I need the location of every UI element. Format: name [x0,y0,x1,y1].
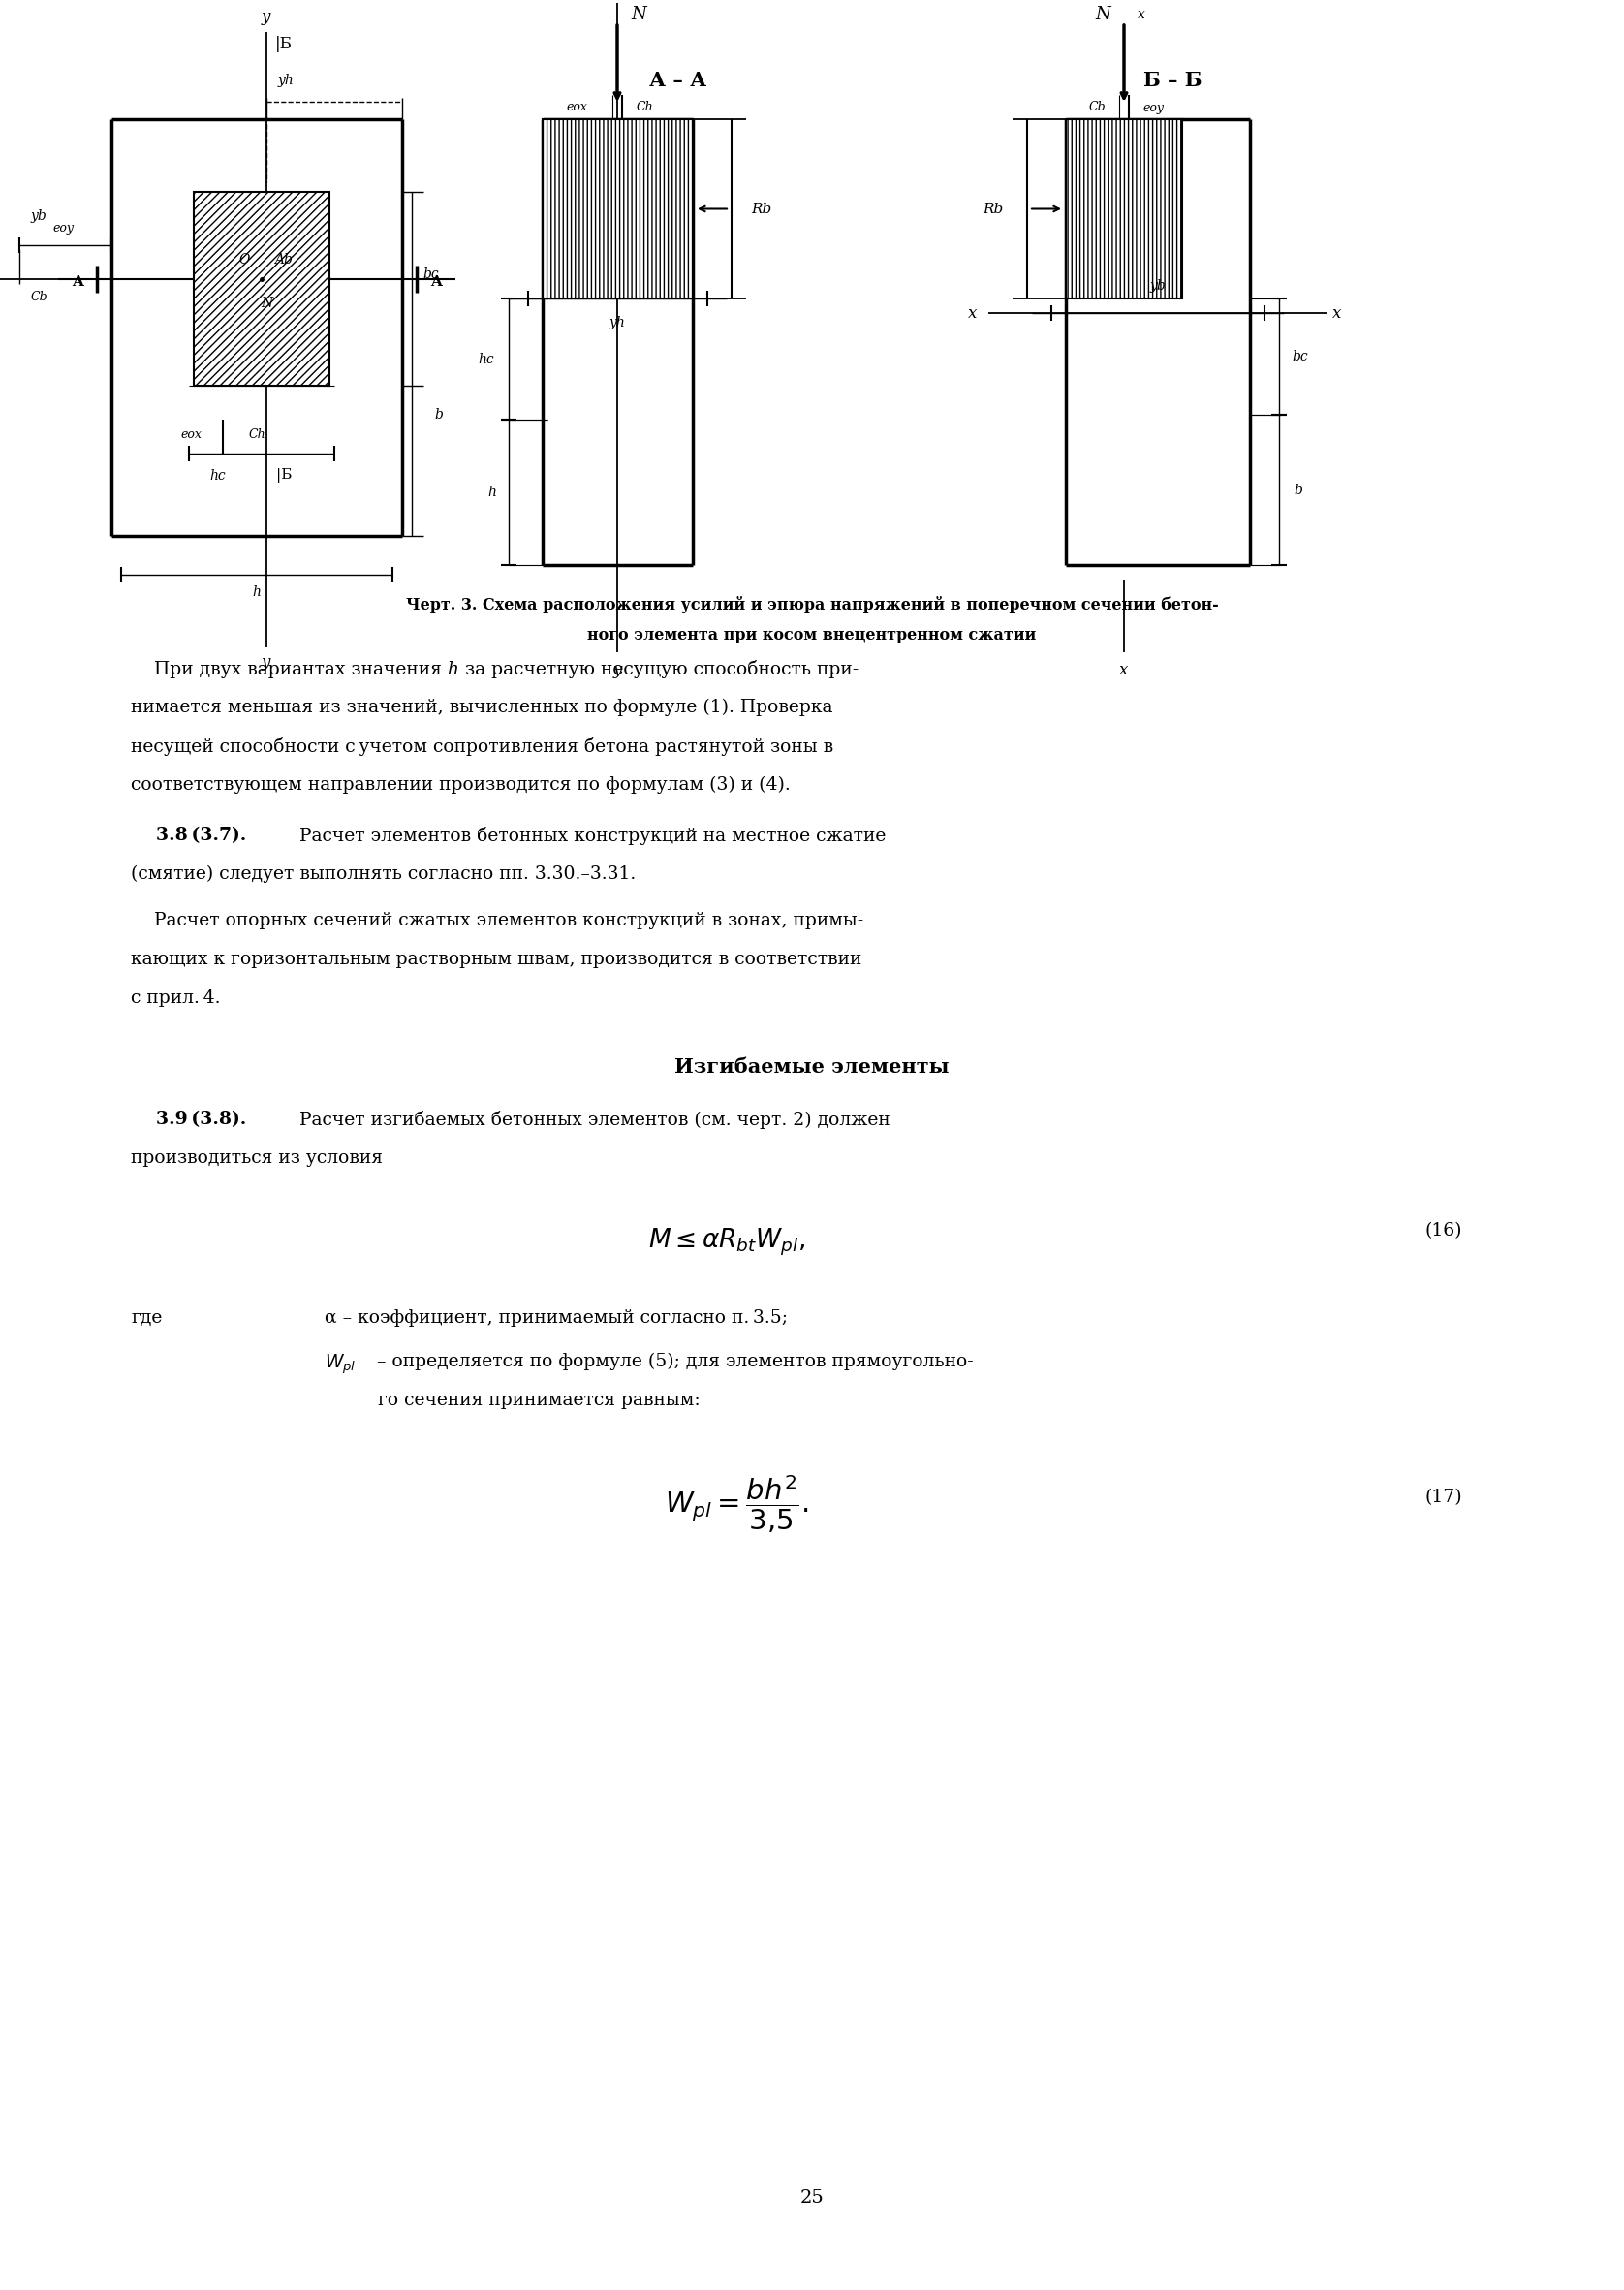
Text: где: где [132,1310,162,1326]
Text: Rb: Rb [750,202,771,215]
Text: 3.8 (3.7).: 3.8 (3.7). [132,827,247,845]
Text: Cb: Cb [1088,101,1106,115]
Bar [1065,119,1182,298]
Text: 3.9 (3.8).: 3.9 (3.8). [132,1111,247,1129]
Text: ного элемента при косом внецентренном сжатии: ного элемента при косом внецентренном сж… [588,627,1036,643]
Text: A: A [71,275,83,289]
Text: Ch: Ch [248,428,265,440]
Text: N: N [1095,7,1111,23]
Text: Rb: Rb [983,202,1004,215]
Text: Изгибаемые элементы: Изгибаемые элементы [674,1058,950,1076]
Text: $M \leq \alpha R_{bt} W_{pl},$: $M \leq \alpha R_{bt} W_{pl},$ [648,1227,806,1257]
Text: A: A [430,275,442,289]
Text: Расчет изгибаемых бетонных элементов (см. черт. 2) должен: Расчет изгибаемых бетонных элементов (см… [294,1111,890,1129]
Text: (16): (16) [1426,1223,1463,1239]
Text: eoy: eoy [52,222,73,236]
Text: – определяется по формуле (5); для элементов прямоугольно-: – определяется по формуле (5); для элеме… [372,1353,973,1369]
Text: x: x [968,305,978,321]
Text: y: y [612,662,622,678]
Text: Cb: Cb [31,291,47,302]
Bar [542,119,693,298]
Text: x: x [1119,662,1129,678]
Text: eox: eox [180,428,201,440]
Text: го сечения принимается равным:: го сечения принимается равным: [378,1392,700,1408]
Text: x: x [1138,7,1145,21]
Text: N: N [630,7,646,23]
Text: $W_{pl}$: $W_{pl}$ [325,1353,356,1376]
Text: yh: yh [609,316,625,330]
Text: hc: hc [479,353,494,366]
Text: (17): (17) [1424,1488,1463,1507]
Text: Б – Б: Б – Б [1143,71,1202,89]
Bar [193,192,330,385]
Text: кающих к горизонтальным растворным швам, производится в соответствии: кающих к горизонтальным растворным швам,… [132,950,862,969]
Text: с прил. 4.: с прил. 4. [132,989,221,1008]
Text: bc: bc [1293,350,1309,364]
Text: (смятие) следует выполнять согласно пп. 3.30.–3.31.: (смятие) следует выполнять согласно пп. … [132,866,637,884]
Text: Ab: Ab [274,252,292,266]
Text: O: O [239,252,250,266]
Text: |Б: |Б [274,34,292,53]
Text: Расчет элементов бетонных конструкций на местное сжатие: Расчет элементов бетонных конструкций на… [294,827,887,845]
Text: eox: eox [565,101,588,115]
Text: x: x [1333,305,1341,321]
Text: А – А: А – А [650,71,706,89]
Text: нимается меньшая из значений, вычисленных по формуле (1). Проверка: нимается меньшая из значений, вычисленны… [132,698,833,717]
Text: N: N [260,295,273,309]
Text: h: h [252,586,261,600]
Text: bc: bc [424,268,438,282]
Text: h: h [487,485,497,499]
Text: 25: 25 [801,2189,823,2208]
Text: |Б: |Б [276,469,292,483]
Text: Черт. 3. Схема расположения усилий и эпюра напряжений в поперечном сечении бетон: Черт. 3. Схема расположения усилий и эпю… [406,595,1218,614]
Text: yb: yb [1150,279,1166,293]
Text: y: y [261,9,270,25]
Text: hc: hc [209,469,226,483]
Text: yh: yh [278,73,294,87]
Text: соответствующем направлении производится по формулам (3) и (4).: соответствующем направлении производится… [132,776,791,795]
Text: производиться из условия: производиться из условия [132,1150,383,1168]
Text: yb: yb [31,208,47,222]
Text: Ch: Ch [637,101,653,115]
Text: $W_{pl} = \dfrac{bh^2}{3{,}5}.$: $W_{pl} = \dfrac{bh^2}{3{,}5}.$ [664,1475,809,1534]
Text: α – коэффициент, принимаемый согласно п. 3.5;: α – коэффициент, принимаемый согласно п.… [325,1310,788,1326]
Text: Расчет опорных сечений сжатых элементов конструкций в зонах, примы-: Расчет опорных сечений сжатых элементов … [132,911,864,930]
Text: При двух вариантах значения ℎ за расчетную несущую способность при-: При двух вариантах значения ℎ за расчетн… [132,660,859,678]
Text: b: b [435,408,443,421]
Text: b: b [1294,483,1302,497]
Text: несущей способности с учетом сопротивления бетона растянутой зоны в: несущей способности с учетом сопротивлен… [132,737,833,756]
Text: y: y [261,653,270,671]
Text: eoy: eoy [1142,101,1164,115]
